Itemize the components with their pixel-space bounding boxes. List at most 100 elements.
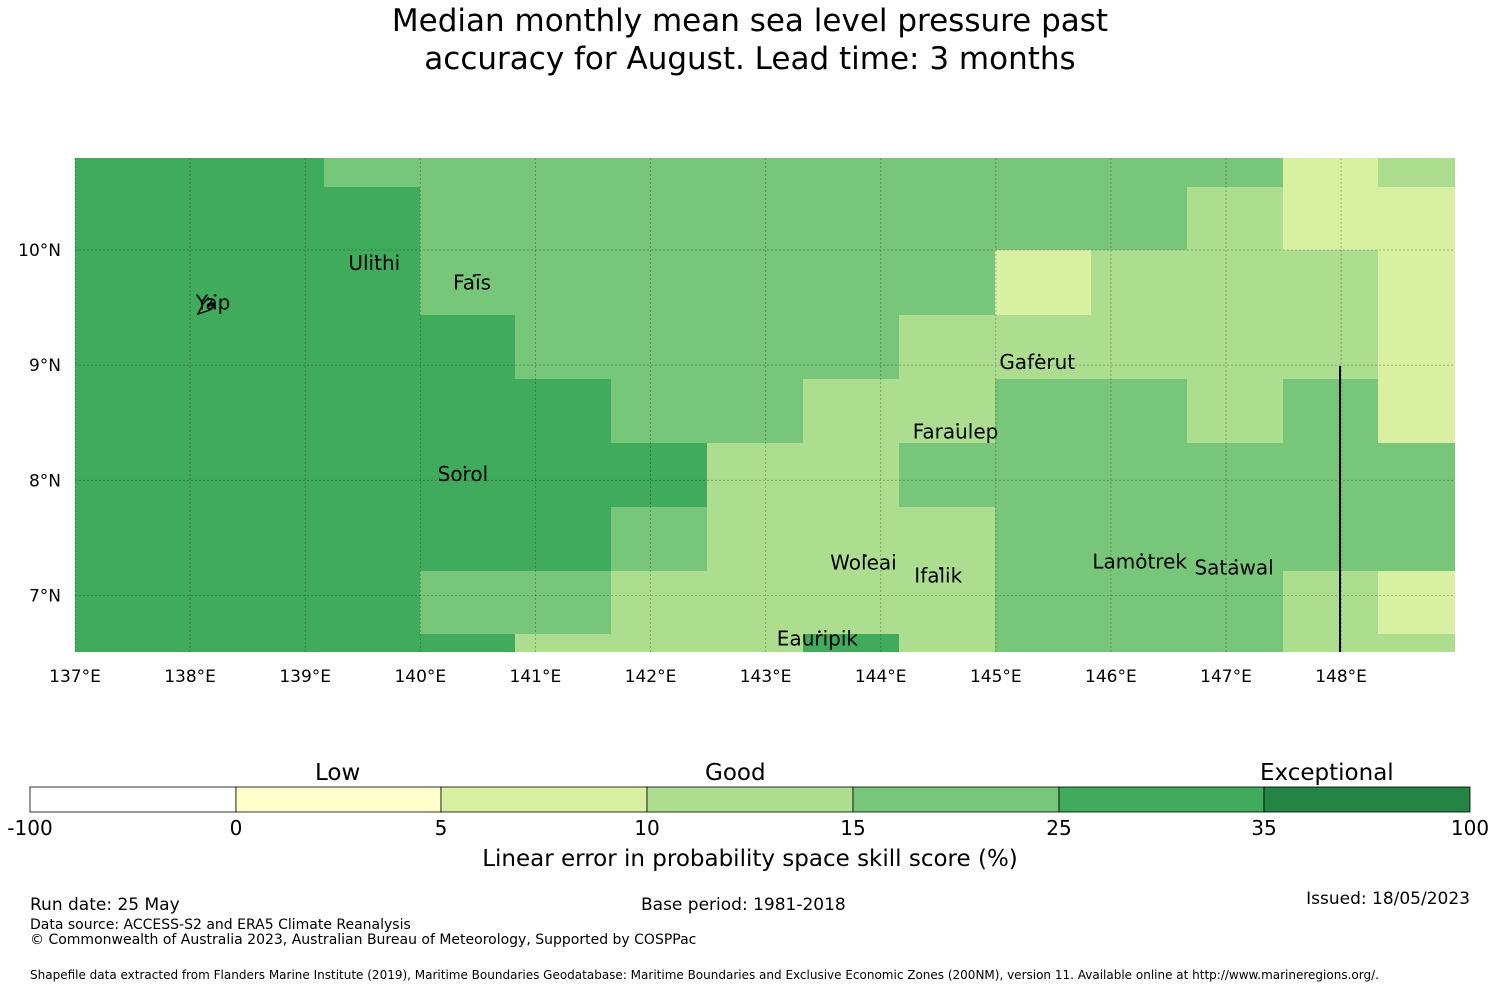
- colorbar-segment: [1263, 786, 1471, 813]
- grid-cell: [899, 507, 995, 634]
- shapefile-credit: Shapefile data extracted from Flanders M…: [30, 968, 1379, 982]
- island-markers: [196, 254, 1238, 633]
- grid-cell: [611, 571, 899, 634]
- grid-cell: [515, 315, 899, 379]
- run-date: Run date: 25 May: [30, 895, 180, 915]
- legend-heading-good: Good: [705, 760, 766, 786]
- copyright: © Commonwealth of Australia 2023, Austra…: [30, 932, 697, 948]
- longitude-tick-label: 145°E: [970, 667, 1022, 687]
- data-source: Data source: ACCESS-S2 and ERA5 Climate …: [30, 917, 411, 933]
- place-label: Gaferut: [999, 350, 1075, 374]
- island-marker: [463, 465, 467, 469]
- grid-cell: [611, 379, 803, 443]
- base-period: Base period: 1981-2018: [641, 895, 846, 915]
- colorbar-tick-label: 100: [1450, 816, 1490, 840]
- island-marker: [818, 630, 821, 633]
- longitude-tick-label: 143°E: [740, 667, 792, 687]
- grid-cell: [611, 507, 707, 571]
- map-title: Median monthly mean sea level pressure p…: [0, 2, 1500, 78]
- colorbar-label: Linear error in probability space skill …: [482, 846, 1018, 872]
- skill-grid: [75, 158, 1455, 652]
- yap-island-outline: [196, 297, 216, 316]
- island-marker: [1234, 558, 1238, 562]
- place-labels: Yap Ulithi Faīs Gaferut Faraulep Sorol Woleai I…: [195, 251, 1274, 651]
- grid-cell: [1187, 187, 1283, 250]
- latitude-tick-label: 10°N: [18, 241, 61, 261]
- colorbar-segment: [235, 786, 442, 813]
- place-label: Ulithi: [348, 251, 400, 275]
- colorbar-segment: [29, 786, 237, 813]
- place-label: Satawal: [1194, 555, 1273, 579]
- longitude-tick-label: 141°E: [510, 667, 562, 687]
- grid-cell: [75, 158, 324, 652]
- longitude-tick-label: 138°E: [164, 667, 216, 687]
- latitude-tick-label: 8°N: [29, 471, 61, 491]
- longitude-tick-label: 142°E: [625, 667, 677, 687]
- grid-cell: [324, 158, 420, 187]
- colorbar-segment: [646, 786, 854, 813]
- grid-cell: [611, 443, 707, 507]
- island-marker: [1140, 553, 1143, 556]
- grid-cell: [707, 443, 899, 571]
- place-label: Faīs: [453, 271, 491, 295]
- island-marker: [864, 554, 867, 557]
- longitude-tick-label: 137°E: [49, 667, 101, 687]
- place-label: Faraulep: [913, 419, 999, 443]
- grid-cell: [1378, 443, 1455, 571]
- place-label: Sorol: [438, 462, 489, 486]
- colorbar-tick-label: 25: [1046, 816, 1072, 840]
- grid-cell: [899, 634, 995, 652]
- skill-score-map: 137°E 138°E 139°E 140°E 141°E 142°E 143°E 144°E…: [18, 158, 1455, 687]
- island-marker: [938, 567, 942, 570]
- colorbar-segment: [1058, 786, 1265, 813]
- colorbar-tick-label: -100: [7, 816, 53, 840]
- grid-cell: [1283, 571, 1378, 652]
- island-marker: [1037, 353, 1041, 357]
- colorbar-tick-label: 10: [634, 816, 660, 840]
- legend-heading-exceptional: Exceptional: [1260, 760, 1394, 786]
- grid-cell: [1378, 571, 1455, 634]
- grid-cell: [515, 507, 611, 571]
- island-marker: [956, 423, 959, 426]
- issued-date: Issued: 18/05/2023: [1306, 889, 1470, 909]
- island-marker: [213, 293, 217, 297]
- grid-cell: [420, 634, 515, 652]
- grid-cell: [1187, 158, 1283, 187]
- grid-cell: [420, 379, 611, 507]
- place-label: Ifalik: [914, 563, 962, 587]
- latitude-tick-label: 9°N: [29, 356, 61, 376]
- longitude-tick-label: 140°E: [394, 667, 446, 687]
- colorbar-tick-label: 35: [1251, 816, 1277, 840]
- grid-cell: [1378, 250, 1455, 443]
- colorbar-tick-label: 0: [229, 816, 243, 840]
- island-marker: [374, 254, 378, 258]
- longitude-tick-label: 148°E: [1315, 667, 1367, 687]
- latitude-tick-label: 7°N: [29, 587, 61, 607]
- map-title-line-2: accuracy for August. Lead time: 3 months: [424, 41, 1076, 77]
- grid-cell: [420, 315, 515, 379]
- grid-cell: [995, 250, 1091, 315]
- grid-cell: [1187, 443, 1283, 507]
- longitude-tick-label: 139°E: [279, 667, 331, 687]
- grid-cell: [1091, 250, 1378, 315]
- grid-cell: [420, 507, 515, 571]
- grid-cell: [324, 187, 420, 652]
- longitude-tick-label: 144°E: [855, 667, 907, 687]
- graticule: [74, 158, 1455, 652]
- grid-cell: [995, 379, 1187, 507]
- longitude-tick-label: 146°E: [1085, 667, 1137, 687]
- place-label: Woleai: [830, 551, 897, 575]
- place-label: Lamotrek: [1092, 549, 1187, 573]
- grid-cell: [515, 634, 803, 652]
- colorbar-segment: [440, 786, 648, 813]
- place-label: Eauripik: [777, 627, 859, 651]
- map-title-line-1: Median monthly mean sea level pressure p…: [391, 3, 1109, 39]
- longitude-tick-label: 147°E: [1200, 667, 1252, 687]
- colorbar-tick-label: 15: [840, 816, 866, 840]
- grid-cell: [899, 315, 1378, 379]
- grid-cell: [899, 443, 995, 507]
- legend-heading-low: Low: [315, 760, 361, 786]
- grid-cell: [1378, 634, 1455, 652]
- place-label: Yap: [195, 290, 230, 314]
- longitude-labels: 137°E 138°E 139°E 140°E 141°E 142°E 143°E 144°E…: [49, 667, 1367, 687]
